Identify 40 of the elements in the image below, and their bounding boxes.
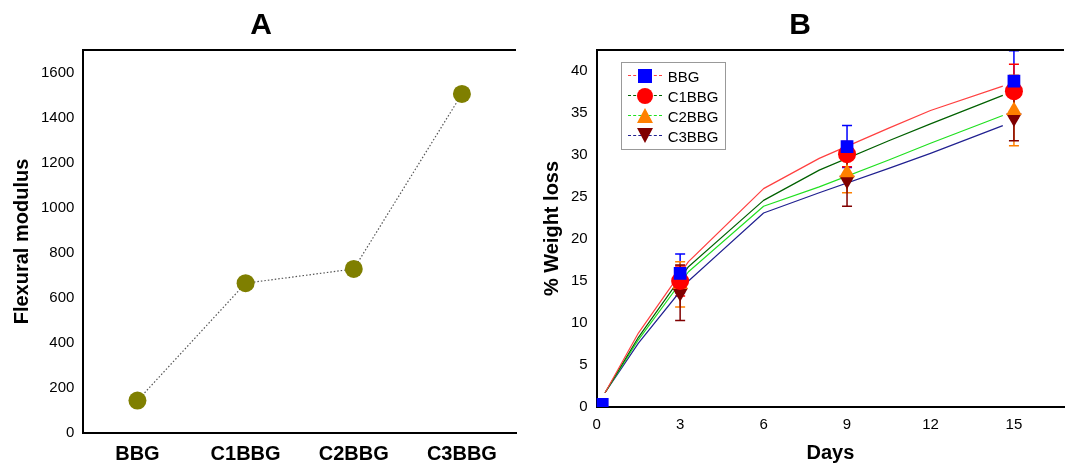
y-tick-label: 30: [571, 145, 588, 163]
y-tick-label: 20: [571, 229, 588, 247]
y-tick-label: 800: [49, 242, 75, 260]
y-tick-label: 15: [571, 271, 588, 289]
y-tick-label: 0: [579, 397, 588, 415]
x-tick-label: 9: [842, 415, 852, 433]
y-tick-label: 5: [579, 355, 588, 373]
x-tick-label: 0: [592, 415, 601, 433]
y-tick-label: 25: [571, 187, 588, 205]
point: [128, 391, 147, 410]
x-tick-label: C2BBG: [318, 441, 389, 464]
x-tick-label: BBG: [115, 441, 160, 464]
chart-title: A: [250, 7, 272, 41]
y-axis-title: Flexural modulus: [9, 158, 32, 325]
legend-label: BBG: [667, 67, 700, 85]
y-tick-label: 600: [49, 287, 75, 305]
legend-label: C1BBG: [667, 87, 719, 105]
y-tick-label: 400: [49, 333, 75, 351]
x-tick-label: C3BBG: [426, 441, 497, 464]
x-tick-label: 12: [922, 415, 939, 433]
y-tick-label: 1200: [40, 152, 75, 170]
y-tick-label: 1400: [40, 107, 75, 125]
y-axis-title: % Weight loss: [539, 160, 562, 297]
y-tick-label: 200: [49, 378, 75, 396]
point: [236, 274, 255, 293]
x-tick-label: C1BBG: [210, 441, 281, 464]
legend-label: C2BBG: [667, 107, 719, 125]
y-tick-label: 35: [571, 103, 588, 121]
y-tick-label: 10: [571, 313, 588, 331]
x-tick-label: 6: [759, 415, 768, 433]
x-axis-title: Days: [806, 440, 855, 463]
point: [452, 84, 471, 103]
chart-title: B: [789, 7, 811, 41]
legend-label: C3BBG: [667, 127, 719, 145]
x-tick-label: 15: [1005, 415, 1023, 433]
y-tick-label: 40: [571, 61, 588, 79]
y-tick-label: 1600: [40, 62, 75, 80]
point: [344, 259, 363, 278]
x-tick-label: 3: [675, 415, 685, 433]
y-tick-label: 1000: [40, 197, 75, 215]
